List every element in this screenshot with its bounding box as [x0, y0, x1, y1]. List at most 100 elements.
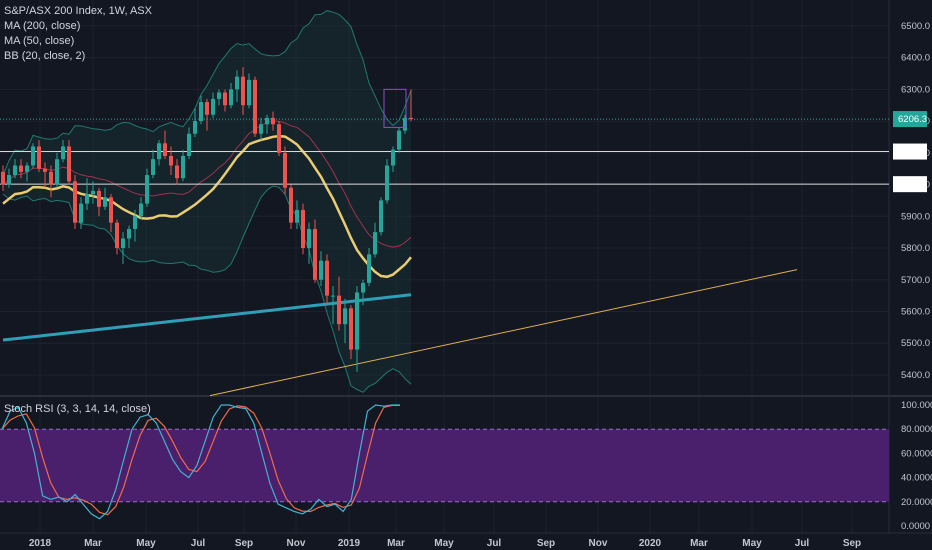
price-tick-label: 5500.0 [901, 338, 930, 349]
candle-body [169, 155, 173, 166]
price-tag-bg [893, 111, 927, 128]
bb-lower-line [2, 185, 412, 393]
candle-body [277, 124, 281, 153]
time-tick-label: Nov [589, 538, 608, 549]
bb-fill [3, 10, 411, 393]
candle-body [301, 209, 305, 249]
candle-body [61, 146, 65, 160]
price-tick-label: 6500.0 [901, 21, 930, 32]
candle-body [259, 124, 263, 134]
candle-body [307, 228, 311, 249]
candle-body [235, 76, 239, 90]
candle-body [271, 117, 275, 125]
candle-body [7, 175, 11, 185]
symbol-title: S&P/ASX 200 Index, 1W, ASX [4, 5, 152, 17]
candle-body [67, 146, 71, 182]
candle-body [367, 254, 371, 283]
candle-body [265, 117, 269, 125]
candle-body [217, 92, 221, 99]
candle-body [25, 165, 29, 172]
candle-body [151, 159, 155, 176]
candle-body [241, 76, 245, 106]
candle-body [49, 171, 53, 185]
price-tick-label: 5400.0 [901, 370, 930, 381]
ma200-label: MA (200, close) [4, 20, 81, 32]
candle-body [181, 155, 185, 179]
candle-body [343, 308, 347, 325]
price-tick-label: 5900.0 [901, 211, 930, 222]
stoch-label: Stoch RSI (3, 3, 14, 14, close) [4, 403, 151, 415]
stoch-tick-label: 100.0000 [901, 400, 932, 411]
price-tag-bg [893, 176, 927, 193]
time-tick-label: May [742, 538, 762, 549]
candle-body [85, 194, 89, 204]
stoch-legend: Stoch RSI (3, 3, 14, 14, close) [4, 402, 151, 417]
candle-body [409, 117, 413, 120]
candle-body [115, 222, 119, 249]
candle-body [397, 130, 401, 150]
price-tick-label: 5800.0 [901, 243, 930, 254]
time-tick-label: 2018 [29, 538, 52, 549]
time-tick-label: Sep [537, 538, 555, 549]
trendline [209, 269, 798, 397]
candle-body [295, 209, 299, 223]
bb-label: BB (20, close, 2) [4, 50, 86, 62]
time-tick-label: Sep [235, 538, 253, 549]
candle-body [175, 165, 179, 179]
candle-body [103, 197, 107, 207]
price-tick-label: 6400.0 [901, 53, 930, 64]
stoch-tick-label: 40.0000 [901, 473, 932, 484]
candle-body [361, 282, 365, 293]
candle-body [133, 216, 137, 229]
candle-body [31, 146, 35, 166]
candle-body [127, 228, 131, 239]
stoch-tick-label: 60.0000 [901, 448, 932, 459]
ma50-line [2, 134, 412, 279]
candle-body [289, 187, 293, 223]
candle-body [355, 292, 359, 350]
candle-body [109, 197, 113, 223]
stoch-tick-label: 0.0000 [901, 521, 930, 532]
highlight-box [383, 88, 407, 128]
time-tick-label: Mar [84, 538, 102, 549]
candle-body [205, 102, 209, 115]
candle-body [223, 92, 227, 106]
price-tag-label: 6001.2 [898, 179, 927, 190]
time-tick-label: 2019 [338, 538, 361, 549]
candle-body [193, 121, 197, 134]
candle-body [163, 143, 167, 156]
main-legend: S&P/ASX 200 Index, 1W, ASX MA (200, clos… [4, 4, 152, 64]
time-tick-label: Sep [843, 538, 861, 549]
ma200-line [2, 293, 412, 342]
stoch-band [0, 429, 889, 502]
candle-body [403, 117, 407, 131]
time-tick-label: Jul [191, 538, 206, 549]
candle-body [253, 79, 257, 134]
ma50-label: MA (50, close) [4, 35, 75, 47]
candle-body [379, 200, 383, 233]
candle-body [385, 165, 389, 201]
price-tick-label: 6300.0 [901, 84, 930, 95]
price-tag-label: 6104.0 [898, 147, 927, 158]
candle-body [319, 260, 323, 280]
time-tick-label: May [136, 538, 156, 549]
stoch-k-line [1, 404, 400, 520]
candle-body [145, 175, 149, 204]
candle-body [79, 203, 83, 223]
time-tick-label: Mar [387, 538, 405, 549]
candle-body [37, 146, 41, 169]
candle-body [331, 295, 335, 297]
time-tick-label: Mar [690, 538, 708, 549]
time-tick-label: May [434, 538, 454, 549]
candle-body [121, 238, 125, 249]
candle-body [283, 152, 287, 188]
stoch-tick-label: 80.0000 [901, 424, 932, 435]
candle-body [97, 190, 101, 207]
time-tick-label: Nov [287, 538, 306, 549]
candle-body [91, 190, 95, 195]
time-tick-label: 2020 [639, 538, 662, 549]
candle-body [19, 165, 23, 172]
time-tick-label: Jul [487, 538, 502, 549]
candle-body [391, 149, 395, 166]
